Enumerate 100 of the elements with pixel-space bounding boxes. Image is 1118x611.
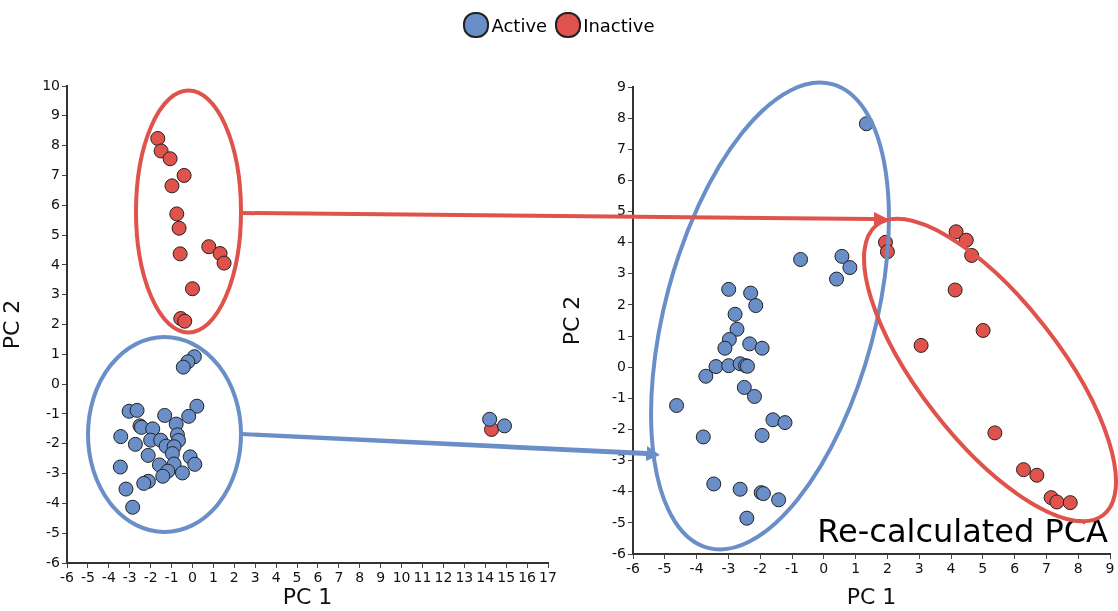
x-tick-label: 6 (313, 569, 323, 586)
x-tick-label: 7 (1041, 560, 1051, 577)
x-tick-label: 4 (271, 569, 281, 586)
point (739, 510, 755, 526)
x-tick-label: 0 (188, 569, 197, 586)
x-axis-title: PC 1 (846, 583, 897, 609)
y-tick-label: 2 (617, 295, 626, 312)
point (748, 298, 764, 314)
point (669, 397, 685, 413)
point (765, 412, 781, 428)
x-tick-label: 13 (455, 569, 474, 586)
y-tick-label: 4 (51, 255, 61, 272)
point (112, 459, 128, 475)
point (150, 130, 166, 146)
y-tick-label: 5 (51, 225, 60, 242)
y-tick-label: 8 (617, 108, 626, 125)
x-tick-label: 2 (882, 560, 892, 577)
y-tick-label: 0 (51, 374, 60, 391)
x-tick-label: -2 (143, 569, 158, 586)
x-tick-label: 14 (476, 569, 495, 586)
y-tick-label: 7 (51, 166, 60, 183)
y-tick-label: 9 (51, 106, 60, 123)
point (125, 499, 141, 515)
x-tick-label: 9 (376, 569, 386, 586)
x-tick-label: 6 (1010, 560, 1020, 577)
point (695, 429, 711, 445)
x-tick-label: 8 (355, 569, 365, 586)
point (698, 368, 714, 384)
point (216, 255, 232, 271)
point (1029, 467, 1045, 483)
y-tick-label: 6 (51, 195, 61, 212)
point (201, 239, 217, 255)
legend-label: Active (491, 14, 548, 36)
point (184, 281, 200, 297)
x-tick-label: 17 (539, 569, 557, 586)
x-tick-label: 10 (392, 569, 411, 586)
y-tick-label: -1 (612, 388, 626, 405)
point (975, 322, 991, 338)
x-tick-label: 2 (229, 569, 239, 586)
point (987, 425, 1003, 441)
point (164, 178, 180, 194)
point (140, 447, 156, 463)
point (771, 492, 787, 508)
point (829, 271, 845, 287)
point (187, 456, 203, 472)
y-tick-label: 3 (51, 285, 60, 302)
point (743, 285, 759, 301)
x-tick-label: -4 (689, 560, 704, 577)
x-tick-label: -3 (721, 560, 736, 577)
y-tick-label: -1 (46, 404, 60, 421)
point (842, 260, 858, 276)
x-tick-label: 8 (1073, 560, 1083, 577)
y-tick-label: 3 (617, 264, 626, 281)
y-tick-label: 8 (51, 136, 60, 153)
y-tick-label: 10 (42, 76, 60, 93)
point (717, 340, 733, 356)
x-tick-label: -4 (101, 569, 116, 586)
point (727, 306, 743, 322)
point (136, 475, 152, 491)
point (777, 415, 793, 431)
point (129, 402, 145, 418)
point (155, 468, 171, 484)
y-tick-label: -5 (46, 523, 60, 540)
y-tick-label: 2 (51, 315, 60, 332)
point (708, 359, 724, 375)
x-tick-label: -3 (122, 569, 137, 586)
y-axis-title: PC 2 (558, 295, 584, 346)
x-tick-label: 15 (497, 569, 516, 586)
point (118, 481, 134, 497)
point (947, 282, 963, 298)
point (834, 248, 850, 264)
point (176, 167, 192, 183)
point (913, 337, 929, 353)
point (175, 359, 191, 375)
point (113, 429, 129, 445)
x-tick-label: 3 (914, 560, 924, 577)
y-tick-label: -3 (46, 464, 60, 481)
point (162, 151, 178, 167)
legend-label: Inactive (583, 14, 655, 36)
point (177, 313, 193, 329)
point (1062, 495, 1078, 511)
point (754, 340, 770, 356)
x-tick-label: -5 (657, 560, 672, 577)
point (497, 418, 512, 434)
point (1016, 462, 1031, 478)
x-tick-label: 5 (978, 560, 988, 577)
y-tick-label: 5 (617, 202, 626, 219)
point (1049, 494, 1065, 510)
y-axis-title: PC 2 (0, 299, 24, 350)
x-axis-title: PC 1 (282, 583, 333, 609)
x-tick-label: -5 (80, 569, 95, 586)
y-tick-label: 1 (617, 326, 626, 343)
x-tick-label: 1 (851, 560, 861, 577)
y-tick-label: -3 (612, 451, 626, 468)
point (153, 143, 169, 159)
point (793, 251, 809, 267)
point (171, 220, 187, 236)
y-tick-label: 7 (617, 139, 626, 156)
y-tick-label: 0 (617, 357, 626, 374)
point (181, 408, 197, 424)
